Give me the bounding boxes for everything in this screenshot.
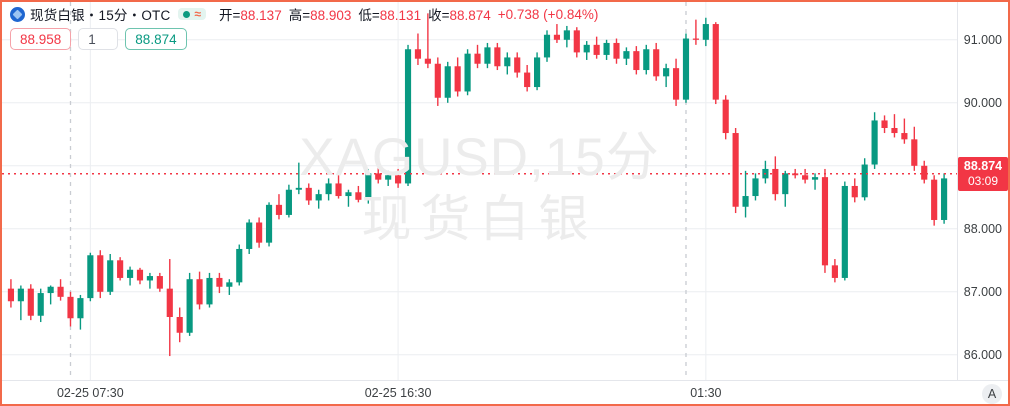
high-value: 88.903 — [310, 8, 352, 23]
chart-plot-area[interactable]: XAGUSD,15分 现货白银 — [2, 2, 957, 380]
market-status-pill[interactable]: ≈ — [178, 7, 207, 21]
time-axis[interactable]: A 02-25 07:30 02-25 16:30 01:30 — [2, 381, 1008, 404]
pane-right-border — [957, 2, 958, 380]
price-axis-label: 91.000 — [963, 32, 1002, 47]
open-value: 88.137 — [240, 8, 282, 23]
axis-settings-button[interactable]: A — [982, 384, 1002, 404]
chart-header: 现货白银・15分・OTC ≈ 开=88.137 高=88.903 低=88.13… — [10, 4, 598, 24]
ohlc-readout: 开=88.137 高=88.903 低=88.131 收=88.874 +0.7… — [219, 4, 598, 24]
silver-coin-icon — [10, 6, 25, 22]
low-value: 88.131 — [379, 8, 422, 23]
price-axis-label: 90.000 — [963, 95, 1002, 110]
price-axis[interactable]: 86.00087.00088.00089.00090.00091.00088.8… — [958, 2, 1008, 380]
pane-bottom-border — [2, 380, 1008, 381]
price-axis-label: 87.000 — [963, 284, 1002, 299]
symbol-title[interactable]: 现货白银・15分・OTC — [30, 8, 171, 23]
time-axis-label: 02-25 16:30 — [364, 386, 432, 400]
candlestick-series — [2, 13, 957, 357]
low-label: 低= — [358, 8, 380, 23]
price-axis-label: 86.000 — [963, 347, 1002, 362]
current-price-countdown: 03:09 — [967, 173, 999, 188]
wave-icon: ≈ — [194, 7, 202, 21]
last-price-badge[interactable]: 88.874 — [125, 28, 187, 50]
current-price-tag[interactable]: 88.874 03:09 — [958, 156, 1008, 191]
count-badge[interactable]: 1 — [78, 28, 119, 50]
badge-row: 88.958 1 88.874 — [10, 28, 187, 50]
time-axis-label: 01:30 — [690, 386, 722, 400]
close-value: 88.874 — [449, 8, 491, 23]
open-label: 开= — [219, 8, 241, 23]
high-price-badge[interactable]: 88.958 — [10, 28, 72, 50]
change-value: +0.738 (+0.84%) — [497, 6, 599, 22]
price-axis-label: 88.000 — [963, 221, 1002, 236]
time-axis-label: 02-25 07:30 — [56, 386, 124, 400]
close-label: 收= — [428, 8, 450, 23]
high-label: 高= — [288, 8, 311, 23]
current-price-value: 88.874 — [963, 158, 1003, 173]
green-dot-icon — [183, 10, 191, 18]
